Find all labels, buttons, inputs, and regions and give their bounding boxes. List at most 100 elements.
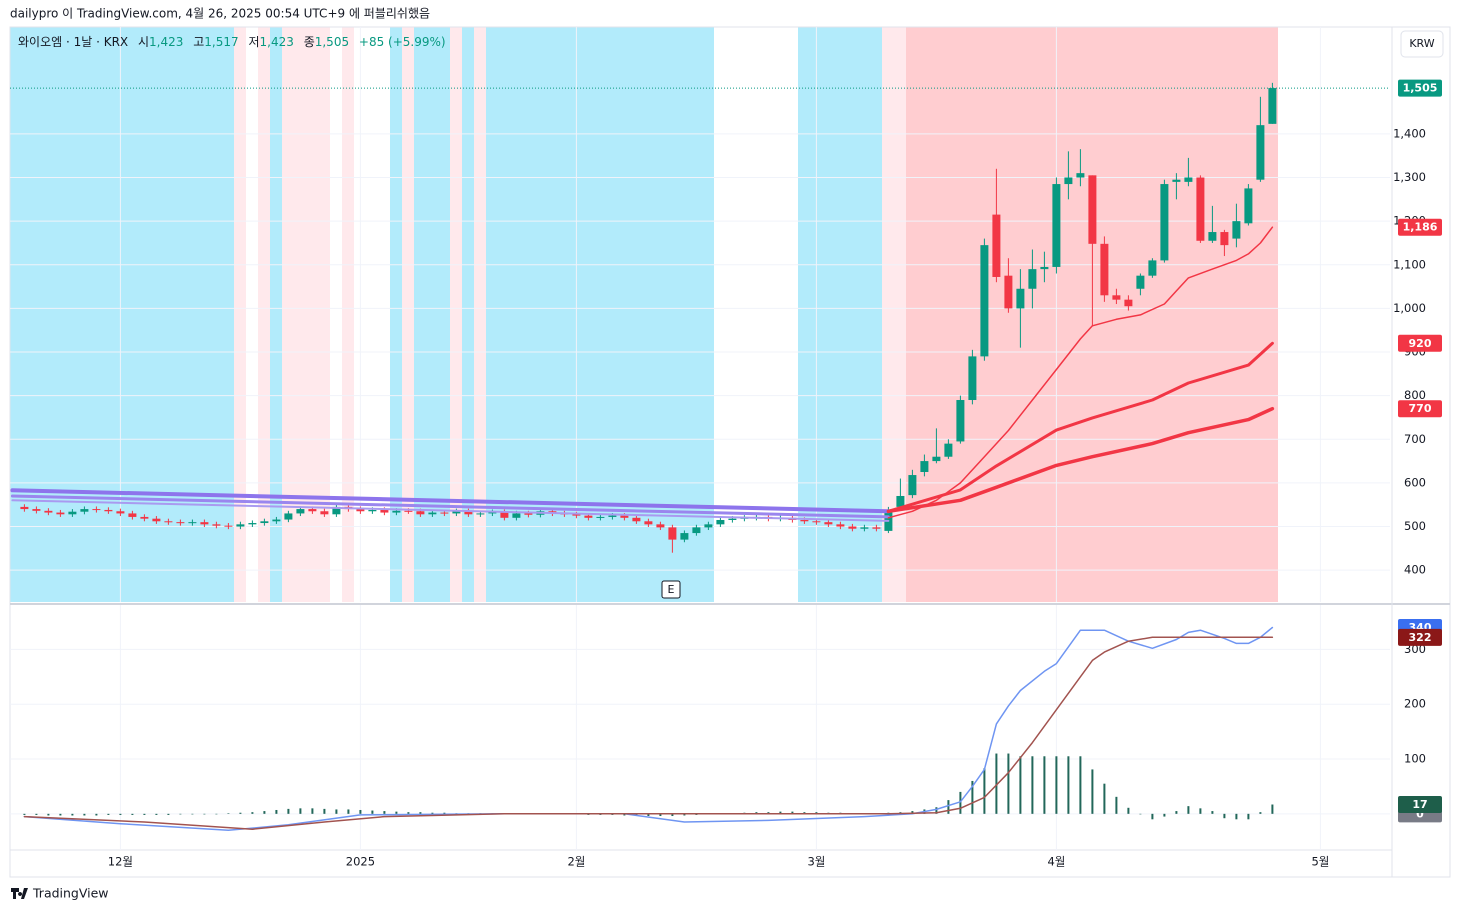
histogram-bar — [191, 813, 194, 815]
candle-body — [140, 516, 149, 519]
logo — [11, 888, 28, 899]
candle-body — [92, 509, 101, 511]
change: +85 (+5.99%) — [359, 35, 446, 49]
histogram-bar — [779, 811, 782, 814]
candle-body — [836, 524, 845, 527]
candle-body — [164, 521, 173, 523]
zone — [450, 27, 462, 602]
histogram-bar — [947, 800, 950, 814]
candle-body — [728, 518, 737, 520]
histogram-bar — [23, 813, 26, 815]
y-tick-label: 400 — [1404, 563, 1426, 577]
currency-button[interactable]: KRW — [1400, 30, 1444, 58]
currency[interactable]: KRW — [1409, 37, 1434, 50]
candle-body — [308, 509, 317, 512]
candle-body — [1052, 184, 1061, 267]
histogram-bar — [431, 812, 434, 814]
histogram-bar — [155, 813, 158, 815]
candle-body — [596, 516, 605, 518]
candle-body — [1112, 295, 1121, 300]
candle-body — [332, 506, 341, 515]
candle-body — [404, 510, 413, 512]
candle-body — [68, 511, 77, 515]
histogram-bar — [1187, 806, 1190, 814]
candle-body — [1232, 221, 1241, 239]
histogram-bar — [683, 813, 686, 816]
histogram-bar — [1127, 807, 1130, 814]
histogram-bar — [911, 811, 914, 814]
indicator-value-label: 322 — [1409, 631, 1432, 644]
y-tick-label: 1,100 — [1393, 257, 1426, 271]
candle-body — [56, 512, 65, 515]
histogram-bar — [179, 813, 182, 815]
candle-body — [1268, 88, 1277, 124]
histogram-bar — [383, 811, 386, 814]
candle-body — [656, 524, 665, 528]
candle-body — [668, 527, 677, 540]
y-tick-label: 1,400 — [1393, 126, 1426, 140]
histogram-bar — [1139, 813, 1142, 815]
histogram-bar — [167, 813, 170, 815]
close-value: 1,505 — [315, 35, 349, 49]
candle-body — [1208, 232, 1217, 241]
candle-body — [440, 512, 449, 514]
footer: TradingView — [11, 886, 109, 901]
histogram-bar — [1019, 756, 1022, 814]
histogram-bar — [131, 813, 134, 815]
candle-body — [1244, 188, 1253, 224]
low-value: 1,423 — [260, 35, 294, 49]
indicator-line — [886, 406, 1275, 514]
candle-body — [260, 521, 269, 524]
candle-body — [812, 521, 821, 523]
candle-body — [1064, 177, 1073, 185]
histogram-bar — [1259, 812, 1262, 814]
candle-body — [1076, 173, 1085, 178]
candle-body — [620, 515, 629, 518]
candle-body — [44, 510, 53, 513]
candle-body — [212, 524, 221, 526]
marker-box[interactable] — [661, 580, 681, 599]
candle-body — [1256, 125, 1265, 180]
candle-body — [512, 513, 521, 518]
candle-body — [476, 513, 485, 515]
histogram-bar — [1271, 804, 1274, 814]
candle-body — [920, 461, 929, 472]
histogram-bar — [1163, 813, 1166, 817]
candle-body — [188, 522, 197, 524]
y-tick-label: 500 — [1404, 519, 1426, 533]
histogram-bar — [995, 753, 998, 814]
candle-body — [320, 511, 329, 515]
histogram-bar — [215, 813, 218, 815]
candle-body — [872, 527, 881, 529]
histogram-bar — [335, 809, 338, 814]
zone — [10, 27, 234, 602]
candle-body — [824, 522, 833, 525]
histogram-bar — [1031, 756, 1034, 814]
x-tick-label: 3월 — [807, 855, 825, 869]
candle-body — [416, 511, 425, 515]
zone — [342, 27, 354, 602]
histogram-bar — [1043, 756, 1046, 814]
histogram-bar — [407, 812, 410, 814]
candle-body — [716, 519, 725, 525]
candle-body — [368, 509, 377, 512]
earnings-marker[interactable]: E — [661, 580, 681, 599]
histogram-bar — [95, 813, 98, 816]
candle-body — [200, 522, 209, 525]
histogram-bar — [971, 780, 974, 814]
y-tick-label: 200 — [1404, 697, 1426, 711]
candle-body — [128, 513, 137, 517]
low-label: 저 — [248, 35, 259, 49]
y-tick-label: 1,000 — [1393, 301, 1426, 315]
candle-body — [1004, 275, 1013, 309]
candle-body — [224, 525, 233, 527]
histogram-value-label: 17 — [1412, 798, 1427, 811]
histogram-bar — [1091, 769, 1094, 814]
zone — [390, 27, 402, 602]
candle-body — [1100, 243, 1109, 296]
x-tick-label: 2월 — [567, 855, 585, 869]
button-box[interactable] — [1400, 30, 1444, 58]
candle-body — [980, 245, 989, 357]
marker-text[interactable]: E — [668, 583, 675, 596]
candle-body — [680, 533, 689, 540]
